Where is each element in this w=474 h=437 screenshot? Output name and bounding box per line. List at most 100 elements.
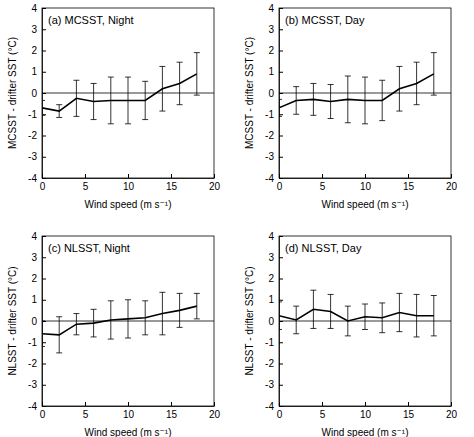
data-area [42,292,214,353]
tick-label: -1 [28,337,37,348]
error-cap [73,313,79,314]
axis-line [280,406,452,407]
tick: -2 [28,358,46,369]
error-cap [125,123,131,124]
tick-label: -2 [265,358,274,369]
tick: 4 [31,3,46,14]
x-axis: 05101520 [277,402,458,420]
x-axis-title: Wind speed (m s⁻¹) [322,199,409,210]
tick: -1 [265,337,283,348]
tick-label: -4 [28,173,37,184]
tick-mark [279,364,283,365]
tick-label: 0 [268,88,274,99]
tick-label: -4 [265,401,274,412]
tick: 20 [209,174,221,192]
tick-label: -3 [28,151,37,162]
error-cap [177,104,183,105]
tick-label: 10 [123,409,135,420]
tick-label: 1 [31,294,37,305]
tick-mark [214,174,215,178]
error-cap [328,118,334,119]
tick-label: 0 [31,316,37,327]
error-cap [279,329,282,330]
error-cap [310,328,316,329]
error-cap [328,84,334,85]
error-cap [362,329,368,330]
tick: -2 [265,130,283,141]
tick-mark [322,174,323,178]
tick-label: -1 [265,337,274,348]
error-cap [379,302,385,303]
error-cap [73,334,79,335]
error-cap [177,327,183,328]
data-area [42,53,214,124]
tick-label: 10 [360,181,372,192]
tick-label: 0 [268,316,274,327]
tick: -3 [28,151,46,162]
tick-label: 4 [31,3,37,14]
tick: -1 [265,109,283,120]
tick: 10 [123,174,135,192]
error-cap [414,62,420,63]
error-cap [345,306,351,307]
data-line [42,306,197,335]
error-cap [91,83,97,84]
tick-label: 20 [446,181,458,192]
error-cap [431,335,437,336]
x-axis: 05101520 [277,174,458,192]
tick: 5 [83,402,89,420]
tick-mark [408,174,409,178]
tick-label: 4 [268,3,274,14]
tick: 2 [31,45,46,56]
tick: 15 [403,402,415,420]
tick-label: 15 [166,409,178,420]
error-cap [396,111,402,112]
tick-mark [279,157,283,158]
error-cap [125,338,131,339]
y-axis-title: NLSST - drifter SST (°C) [7,266,18,375]
error-cap [362,77,368,78]
tick-mark [128,402,129,406]
error-cap [108,77,114,78]
tick-mark [42,178,46,179]
tick-mark [279,114,283,115]
error-cap [293,86,299,87]
tick: 10 [123,402,135,420]
y-axis-title: MCSST - drifter SST (°C) [7,37,18,149]
tick-mark [451,174,452,178]
tick-label: 1 [31,66,37,77]
tick: 3 [268,252,283,263]
tick: 15 [166,174,178,192]
error-cap [379,120,385,121]
panel-title: (d) NLSST, Day [285,242,362,254]
tick-mark [42,157,46,158]
tick-mark [85,402,86,406]
tick-label: 20 [209,409,221,420]
error-cap [108,339,114,340]
error-cap [396,66,402,67]
tick: 20 [446,402,458,420]
error-cap [56,316,62,317]
error-cap [293,306,299,307]
error-cap [379,332,385,333]
data-area [279,290,451,337]
tick-label: 15 [403,181,415,192]
tick: 15 [166,402,178,420]
tick: -4 [265,173,283,184]
error-cap [142,119,148,120]
tick: -1 [28,109,46,120]
tick-mark [451,402,452,406]
tick-label: -4 [265,173,274,184]
tick-label: 3 [31,24,37,35]
error-cap [345,122,351,123]
tick-label: -2 [28,130,37,141]
panel-title: (c) NLSST, Night [48,242,130,254]
tick-mark [279,406,283,407]
tick: 4 [31,231,46,242]
error-cap [396,331,402,332]
tick: 5 [320,402,326,420]
tick-mark [279,8,283,9]
plot-frame [279,8,451,178]
tick-label: 1 [268,66,274,77]
error-cap [362,123,368,124]
